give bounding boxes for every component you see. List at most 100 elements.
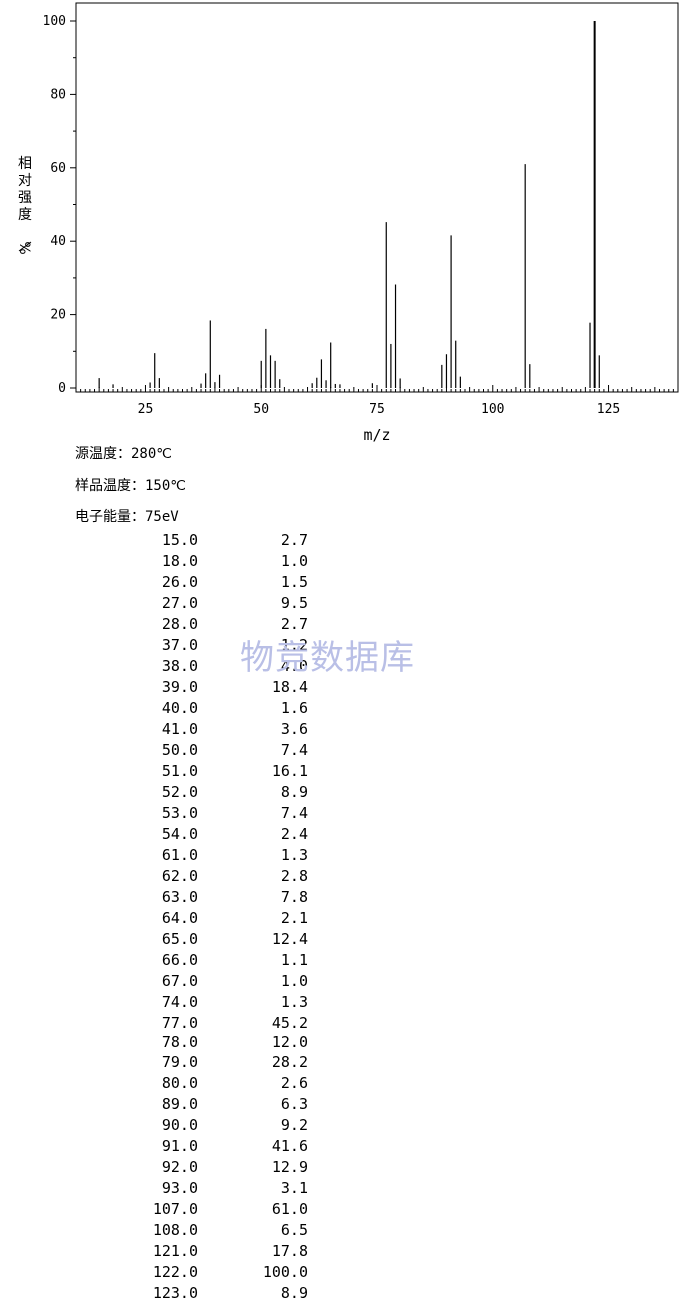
peak-mz: 52.0: [161, 783, 198, 801]
peak-mz: 51.0: [161, 762, 198, 780]
peak-row: 52.0 8.9: [0, 783, 340, 803]
peak-row: 53.0 7.4: [0, 804, 340, 824]
peak-row: 61.0 1.3: [0, 846, 340, 866]
y-axis: 0 20 40 60 80 100: [43, 14, 76, 396]
peak-row: 80.0 2.6: [0, 1074, 340, 1094]
peak-intensity: 6.3: [280, 1095, 308, 1113]
x-tick-label: 50: [253, 402, 269, 417]
peak-row: 64.0 2.1: [0, 909, 340, 929]
peak-mz: 74.0: [161, 993, 198, 1011]
peak-row: 107.0 61.0: [0, 1200, 340, 1220]
peak-intensity: 2.8: [280, 867, 308, 885]
x-tick-label: 75: [369, 402, 385, 417]
peak-intensity: 12.4: [271, 930, 308, 948]
peak-intensity: 1.2: [280, 636, 308, 654]
peak-intensity: 41.6: [271, 1137, 308, 1155]
peak-mz: 28.0: [161, 615, 198, 633]
peak-mz: 39.0: [161, 678, 198, 696]
peak-row: 122.0 100.0: [0, 1263, 340, 1283]
plot-frame: [75, 2, 679, 393]
peak-mz: 92.0: [161, 1158, 198, 1176]
peak-row: 123.0 8.9: [0, 1284, 340, 1304]
peak-intensity: 2.1: [280, 909, 308, 927]
peak-mz: 80.0: [161, 1074, 198, 1092]
peak-mz: 123.0: [152, 1284, 198, 1302]
peak-intensity: 2.6: [280, 1074, 308, 1092]
y-label-char: 相: [18, 156, 32, 172]
peak-row: 91.0 41.6: [0, 1137, 340, 1157]
x-axis: 25 50 75 100 125: [75, 385, 679, 417]
peak-row: 90.0 9.2: [0, 1116, 340, 1136]
peak-mz: 66.0: [161, 951, 198, 969]
peak-row: 74.0 1.3: [0, 993, 340, 1013]
y-label-char: 强: [18, 190, 32, 206]
peak-mz: 40.0: [161, 699, 198, 717]
y-label-char: %: [16, 241, 32, 254]
peak-mz: 26.0: [161, 573, 198, 591]
peak-intensity: 8.9: [280, 783, 308, 801]
peak-mz: 78.0: [161, 1033, 198, 1051]
peak-mz: 122.0: [152, 1263, 198, 1281]
peak-row: 15.0 2.7: [0, 531, 340, 551]
watermark: 物竞数据库: [240, 638, 415, 678]
peak-mz: 107.0: [152, 1200, 198, 1218]
peak-mz: 89.0: [161, 1095, 198, 1113]
peak-row: 66.0 1.1: [0, 951, 340, 971]
peak-mz: 61.0: [161, 846, 198, 864]
peak-mz: 27.0: [161, 594, 198, 612]
peak-row: 26.0 1.5: [0, 573, 340, 593]
peak-intensity: 2.7: [280, 531, 308, 549]
peak-mz: 65.0: [161, 930, 198, 948]
sample-temperature-value: 150℃: [145, 478, 187, 494]
peak-row: 40.0 1.6: [0, 699, 340, 719]
y-tick-label: 40: [50, 234, 66, 249]
y-label-slash: [18, 241, 32, 252]
peak-intensity: 1.3: [280, 846, 308, 864]
peak-intensity: 1.5: [280, 573, 308, 591]
peak-intensity: 18.4: [271, 678, 308, 696]
peak-intensity: 28.2: [271, 1053, 308, 1071]
y-label-char: 度: [18, 207, 32, 223]
peak-row: 93.0 3.1: [0, 1179, 340, 1199]
peak-mz: 79.0: [161, 1053, 198, 1071]
peak-intensity: 7.4: [280, 741, 308, 759]
peak-intensity: 3.1: [280, 1179, 308, 1197]
peak-mz: 37.0: [161, 636, 198, 654]
peak-intensity: 9.5: [280, 594, 308, 612]
peak-mz: 54.0: [161, 825, 198, 843]
peak-row: 79.0 28.2: [0, 1053, 340, 1073]
x-tick-label: 25: [138, 402, 154, 417]
peak-row: 50.0 7.4: [0, 741, 340, 761]
peak-row: 18.0 1.0: [0, 552, 340, 572]
spectrum-bars: [98, 21, 600, 388]
peak-intensity: 2.7: [280, 615, 308, 633]
y-label-char: 对: [18, 173, 32, 189]
peak-intensity: 45.2: [271, 1014, 308, 1032]
peak-row: 62.0 2.8: [0, 867, 340, 887]
y-tick-label: 20: [50, 308, 66, 323]
peak-mz: 18.0: [161, 552, 198, 570]
peak-row: 65.0 12.4: [0, 930, 340, 950]
electron-energy-value: 75eV: [145, 509, 179, 525]
peak-row: 89.0 6.3: [0, 1095, 340, 1115]
x-axis-label: m/z: [363, 426, 390, 444]
peak-row: 54.0 2.4: [0, 825, 340, 845]
peak-row: 38.0 4.0: [0, 657, 340, 677]
peak-intensity: 1.1: [280, 951, 308, 969]
peak-mz: 53.0: [161, 804, 198, 822]
peak-intensity: 17.8: [271, 1242, 308, 1260]
peak-row: 67.0 1.0: [0, 972, 340, 992]
x-tick-label: 125: [597, 402, 620, 417]
source-temperature-label: 源温度：: [75, 446, 131, 462]
peak-mz: 41.0: [161, 720, 198, 738]
peak-row: 108.0 6.5: [0, 1221, 340, 1241]
peak-intensity: 6.5: [280, 1221, 308, 1239]
peak-row: 51.0 16.1: [0, 762, 340, 782]
y-tick-label: 80: [50, 87, 66, 102]
peak-row: 92.0 12.9: [0, 1158, 340, 1178]
sample-temperature-label: 样品温度：: [75, 478, 145, 494]
peak-mz: 90.0: [161, 1116, 198, 1134]
peak-intensity: 100.0: [262, 1263, 308, 1281]
peak-mz: 67.0: [161, 972, 198, 990]
peak-intensity: 7.4: [280, 804, 308, 822]
